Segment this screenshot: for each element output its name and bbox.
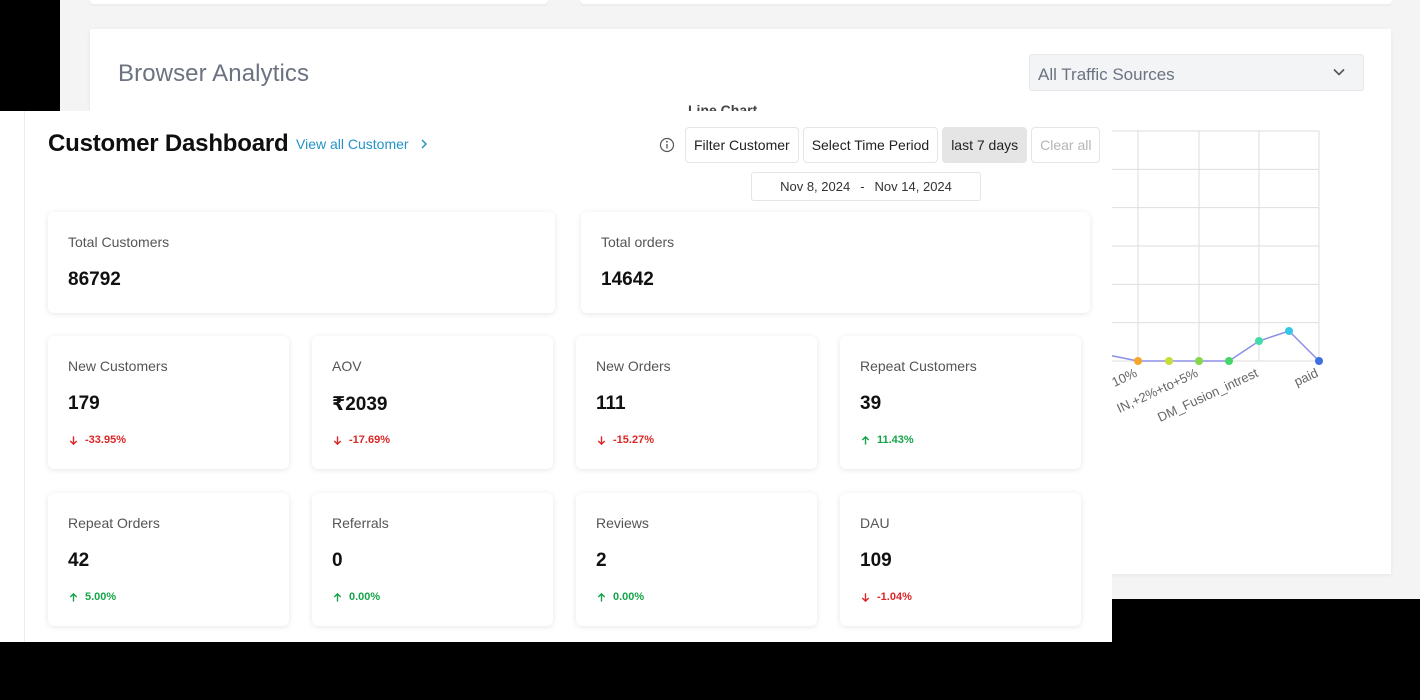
card-value: 109	[860, 550, 892, 571]
card-change-value: 5.00%	[85, 591, 117, 603]
view-all-customer-link[interactable]: View all Customer	[296, 136, 431, 152]
total-customers-card: Total Customers 86792	[48, 212, 555, 313]
card-change: -1.04%	[860, 591, 912, 603]
card-change-value: -17.69%	[349, 434, 390, 446]
card-label: Referrals	[332, 515, 389, 531]
card-change: -17.69%	[332, 434, 390, 446]
arrow-up-icon	[333, 592, 342, 602]
card-change-value: 0.00%	[613, 591, 645, 603]
chart-x-labels: to 10%IN,+2%+to+5%DM_Fusion_intrest paid	[1096, 365, 1320, 425]
arrow-up-icon	[597, 592, 606, 602]
page-title: Customer Dashboard	[48, 130, 289, 157]
card-value: 39	[860, 393, 882, 414]
chart-point	[1225, 357, 1233, 365]
date-range-start: Nov 8, 2024	[780, 179, 851, 194]
card-change-value: 0.00%	[349, 591, 381, 603]
bg-top-card-right	[580, 0, 1392, 4]
customer-dashboard-window: Customer Dashboard View all Customer Fil…	[0, 111, 1112, 642]
arrow-down-icon	[333, 435, 342, 445]
traffic-source-select[interactable]: All Traffic Sources	[1029, 54, 1364, 91]
chevron-right-icon	[421, 139, 427, 149]
chart-x-label: DM_Fusion_intrest	[1155, 365, 1261, 425]
card-value: 111	[596, 393, 626, 414]
card-label: New Orders	[596, 358, 671, 374]
reviews-card: Reviews 2 0.00%	[576, 493, 817, 626]
new-customers-card: New Customers 179 -33.95%	[48, 336, 289, 469]
card-change-value: -1.04%	[877, 591, 912, 603]
card-value: ₹2039	[332, 394, 388, 415]
card-label: Total Customers	[68, 234, 170, 250]
arrow-down-icon	[597, 435, 606, 445]
arrow-up-icon	[861, 435, 870, 445]
date-range-separator: -	[860, 179, 865, 194]
repeat-orders-card: Repeat Orders 42 5.00%	[48, 493, 289, 626]
chart-x-label: paid	[1292, 365, 1321, 389]
chart-points	[1104, 327, 1323, 365]
chart-point	[1255, 337, 1263, 345]
card-label: Repeat Customers	[860, 358, 977, 374]
dashboard-toolbar: Filter Customer Select Time Period last …	[659, 127, 1104, 163]
browser-analytics-title: Browser Analytics	[118, 60, 310, 87]
customer-dashboard-panel: Customer Dashboard View all Customer Fil…	[24, 111, 1112, 642]
chart-point	[1315, 357, 1323, 365]
card-change: -33.95%	[68, 434, 126, 446]
chart-point	[1165, 357, 1173, 365]
chart-series-line	[1107, 330, 1320, 362]
date-range-end: Nov 14, 2024	[874, 179, 952, 194]
card-label: AOV	[332, 358, 362, 374]
card-label: Total orders	[601, 234, 675, 250]
card-change-value: 11.43%	[877, 434, 914, 446]
card-change: 0.00%	[596, 591, 644, 603]
bg-top-card-left	[90, 0, 548, 4]
card-label: DAU	[860, 515, 890, 531]
card-value: 14642	[601, 269, 654, 290]
aov-card: AOV ₹2039 -17.69%	[312, 336, 553, 469]
repeat-customers-card: Repeat Customers 39 11.43%	[840, 336, 1081, 469]
card-label: Reviews	[596, 515, 649, 531]
clear-all-button[interactable]: Clear all	[1031, 127, 1101, 163]
chart-point	[1285, 327, 1293, 335]
card-value: 86792	[68, 269, 121, 290]
card-change: -15.27%	[596, 434, 654, 446]
referrals-card: Referrals 0 0.00%	[312, 493, 553, 626]
card-value: 0	[332, 550, 343, 571]
chevron-down-icon	[1333, 68, 1345, 76]
view-all-customer-label: View all Customer	[296, 136, 409, 152]
info-icon[interactable]	[659, 137, 675, 153]
select-time-period-button[interactable]: Select Time Period	[802, 127, 939, 163]
card-value: 42	[68, 550, 90, 571]
card-change: 5.00%	[68, 591, 116, 603]
card-change: 11.43%	[860, 434, 914, 446]
new-orders-card: New Orders 111 -15.27%	[576, 336, 817, 469]
card-label: Repeat Orders	[68, 515, 160, 531]
dau-card: DAU 109 -1.04%	[840, 493, 1081, 626]
chart-point	[1195, 357, 1203, 365]
filter-customer-button[interactable]: Filter Customer	[685, 127, 799, 163]
arrow-down-icon	[69, 435, 78, 445]
total-orders-card: Total orders 14642	[581, 212, 1090, 313]
series-line	[1107, 330, 1320, 362]
chart-point	[1134, 357, 1142, 365]
card-change-value: -33.95%	[85, 434, 126, 446]
card-change: 0.00%	[332, 591, 380, 603]
card-value: 2	[596, 550, 607, 571]
last-7-days-button[interactable]: last 7 days	[942, 127, 1028, 163]
card-label: New Customers	[68, 358, 168, 374]
traffic-source-selected: All Traffic Sources	[1038, 65, 1175, 84]
arrow-down-icon	[861, 592, 870, 602]
card-value: 179	[68, 393, 100, 414]
card-change-value: -15.27%	[613, 434, 654, 446]
date-range-picker[interactable]: Nov 8, 2024 - Nov 14, 2024	[751, 172, 981, 201]
arrow-up-icon	[69, 592, 78, 602]
